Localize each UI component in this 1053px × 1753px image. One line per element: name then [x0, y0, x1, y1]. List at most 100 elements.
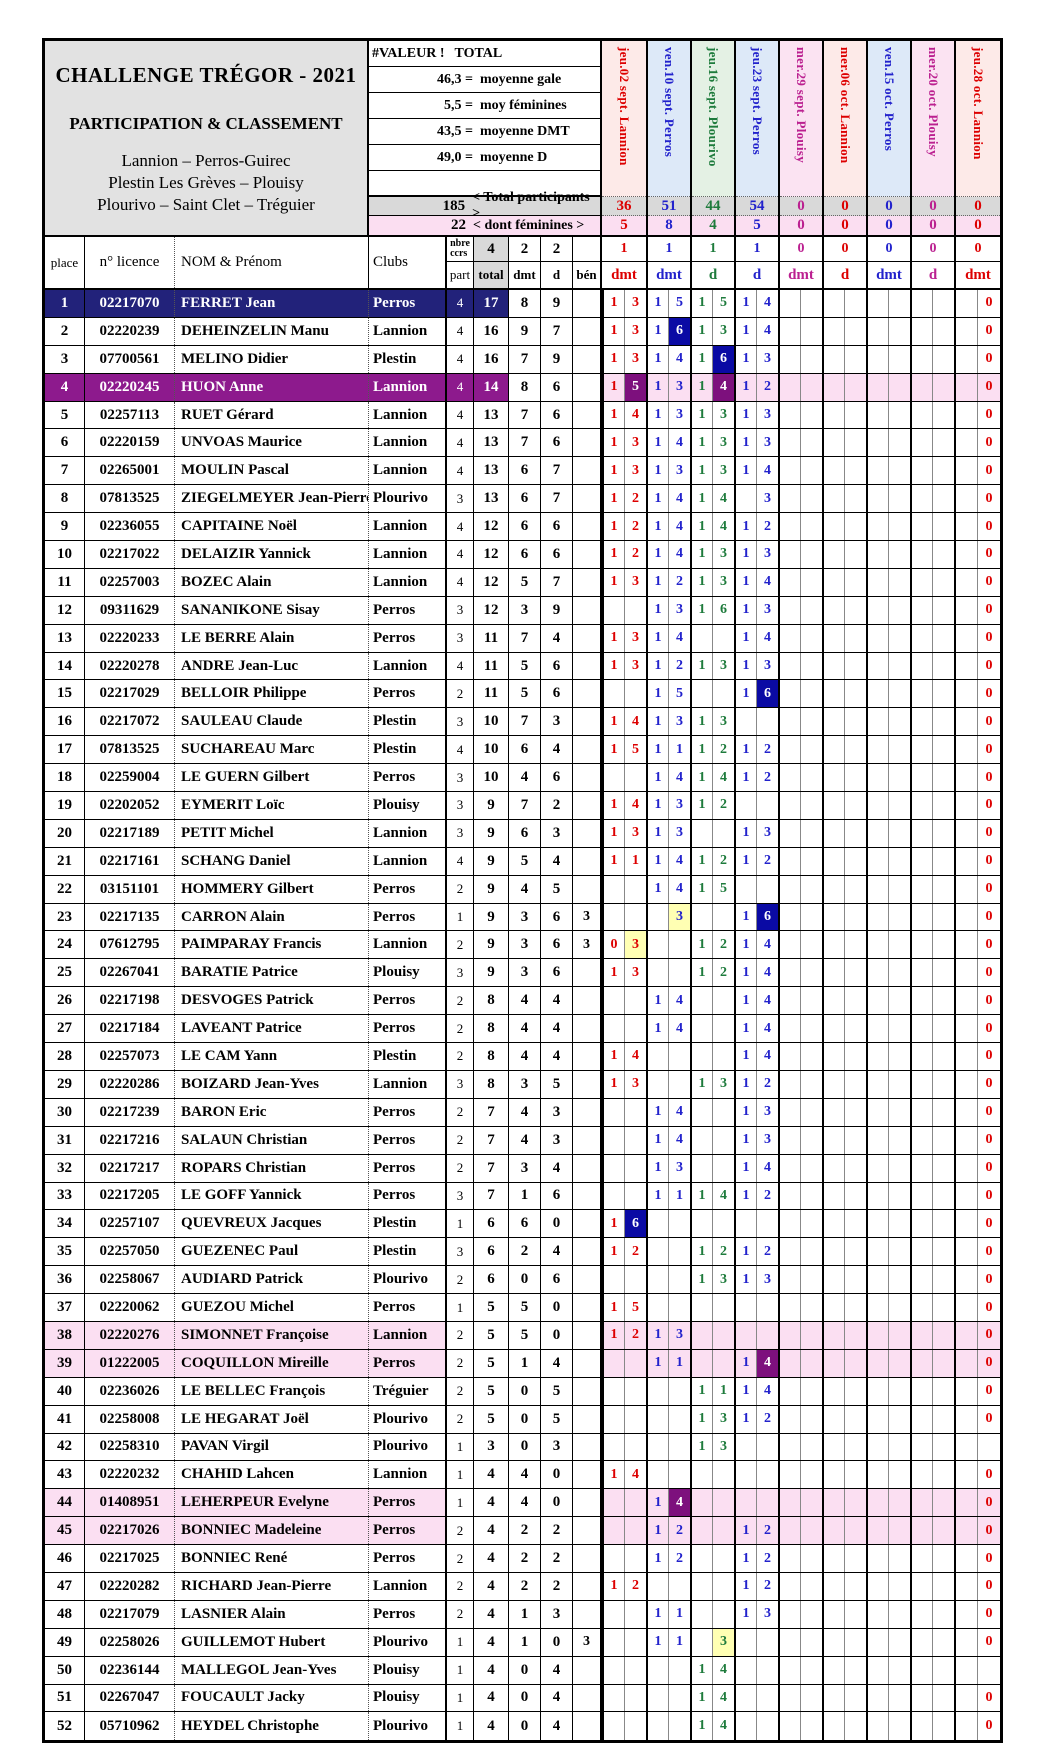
event-subcell: 0 [978, 401, 1000, 429]
event-subcell [933, 1349, 954, 1377]
cell-licence: 02220232 [85, 1461, 175, 1489]
event-nbre-cell: 1 [692, 237, 734, 262]
cell-club: Plestin [369, 708, 447, 736]
event-subcell [912, 987, 933, 1015]
event-subcell [801, 764, 822, 792]
event-subcell [868, 652, 889, 680]
cell-place: 48 [45, 1600, 85, 1628]
event-subcell [956, 1070, 978, 1098]
event-participants-cell: 44 [692, 197, 734, 216]
event-subcell [956, 1684, 978, 1712]
event-subcell [933, 485, 954, 513]
col-header-top-2b: 2 [541, 237, 573, 262]
event-subcell [604, 1126, 625, 1154]
event-cell: 0 [954, 1266, 1000, 1294]
event-subcell: 2 [757, 764, 778, 792]
cell-place: 52 [45, 1712, 85, 1741]
event-subcell: 3 [669, 819, 690, 847]
event-cell [822, 1182, 866, 1210]
cell-ben [573, 373, 602, 401]
cell-part: 2 [447, 1043, 474, 1070]
event-subcell [912, 541, 933, 568]
event-cell: 0 [954, 959, 1000, 987]
event-cell [778, 931, 822, 959]
event-subcell [845, 736, 866, 764]
event-subcell [845, 1210, 866, 1238]
stat-row-total: #VALEUR ! TOTAL [369, 41, 600, 67]
event-subcell [780, 1517, 801, 1545]
cell-place: 38 [45, 1321, 85, 1349]
cell-d: 3 [541, 708, 573, 736]
cell-club: Perros [369, 1600, 447, 1628]
event-subcell [933, 1210, 954, 1238]
event-cell [866, 1349, 910, 1377]
event-subcell [692, 1210, 713, 1238]
event-cell [822, 680, 866, 708]
event-cell: 0 [954, 1098, 1000, 1126]
event-subcell: 0 [978, 1321, 1000, 1349]
event-subcell [757, 875, 778, 903]
cell-name: BONNIEC René [175, 1545, 369, 1572]
event-subcell [933, 290, 954, 317]
event-cell [866, 1210, 910, 1238]
event-cell [646, 1684, 690, 1712]
table-row: 44 01408951 LEHERPEUR Evelyne Perros 1 4 4 0 1 4 0 [45, 1489, 1000, 1518]
event-cell [778, 847, 822, 875]
event-subcell: 4 [669, 345, 690, 373]
event-subcell [648, 931, 669, 959]
cell-d: 6 [541, 652, 573, 680]
event-subcell: 4 [757, 1043, 778, 1070]
event-subcell: 2 [757, 1517, 778, 1545]
cell-place: 5 [45, 401, 85, 429]
event-subcell [845, 1489, 866, 1517]
cell-name: LE CAM Yann [175, 1043, 369, 1070]
event-subcell [933, 931, 954, 959]
cell-ben [573, 317, 602, 345]
cell-club: Plestin [369, 1210, 447, 1238]
cell-dmt: 0 [509, 1656, 541, 1684]
event-cell [866, 1070, 910, 1098]
cell-club: Plestin [369, 1043, 447, 1070]
cell-d: 6 [541, 401, 573, 429]
event-subcell [780, 1015, 801, 1043]
event-subcell: 3 [625, 1070, 646, 1098]
cell-ben [573, 1349, 602, 1377]
event-subcell: 1 [736, 764, 757, 792]
event-subcell [933, 1294, 954, 1321]
event-subcell [824, 1294, 845, 1321]
event-subcell [889, 652, 910, 680]
event-subcell: 4 [757, 290, 778, 317]
event-subcell [845, 1043, 866, 1070]
dont-feminines-label: < dont féminines > [473, 217, 585, 233]
event-subcell [801, 513, 822, 541]
table-row: 13 02220233 LE BERRE Alain Perros 3 11 7 4 1 3 1 4 1… [45, 624, 1000, 653]
cell-part: 2 [447, 931, 474, 959]
event-subcell: 2 [625, 1572, 646, 1600]
cell-dmt: 3 [509, 903, 541, 931]
event-subcell [824, 457, 845, 485]
event-cell [646, 931, 690, 959]
event-cell [602, 1126, 646, 1154]
event-subcell: 4 [713, 373, 734, 401]
event-cell [822, 1545, 866, 1572]
table-row: 2 02220239 DEHEINZELIN Manu Lannion 4 16 9 7 1 3 1… [45, 317, 1000, 346]
event-subcell [801, 1154, 822, 1182]
event-subcell: 1 [648, 1349, 669, 1377]
cell-club: Perros [369, 624, 447, 652]
cell-ben [573, 1377, 602, 1405]
event-subcell [956, 290, 978, 317]
cell-total: 4 [474, 1600, 509, 1628]
event-subcell: 4 [713, 1712, 734, 1741]
event-subcell: 3 [713, 708, 734, 736]
event-subcell [736, 1684, 757, 1712]
event-subcell [889, 513, 910, 541]
event-subcell [780, 875, 801, 903]
event-subcell [692, 1321, 713, 1349]
event-subcell [845, 847, 866, 875]
event-subcell: 2 [625, 541, 646, 568]
event-subheaders: 1 dmt 1 dmt 1 d 1 d 0 dmt 0 d 0 dmt 0 d 0 dmt [602, 237, 1000, 288]
event-subcell [956, 1266, 978, 1294]
event-subcell [692, 1043, 713, 1070]
